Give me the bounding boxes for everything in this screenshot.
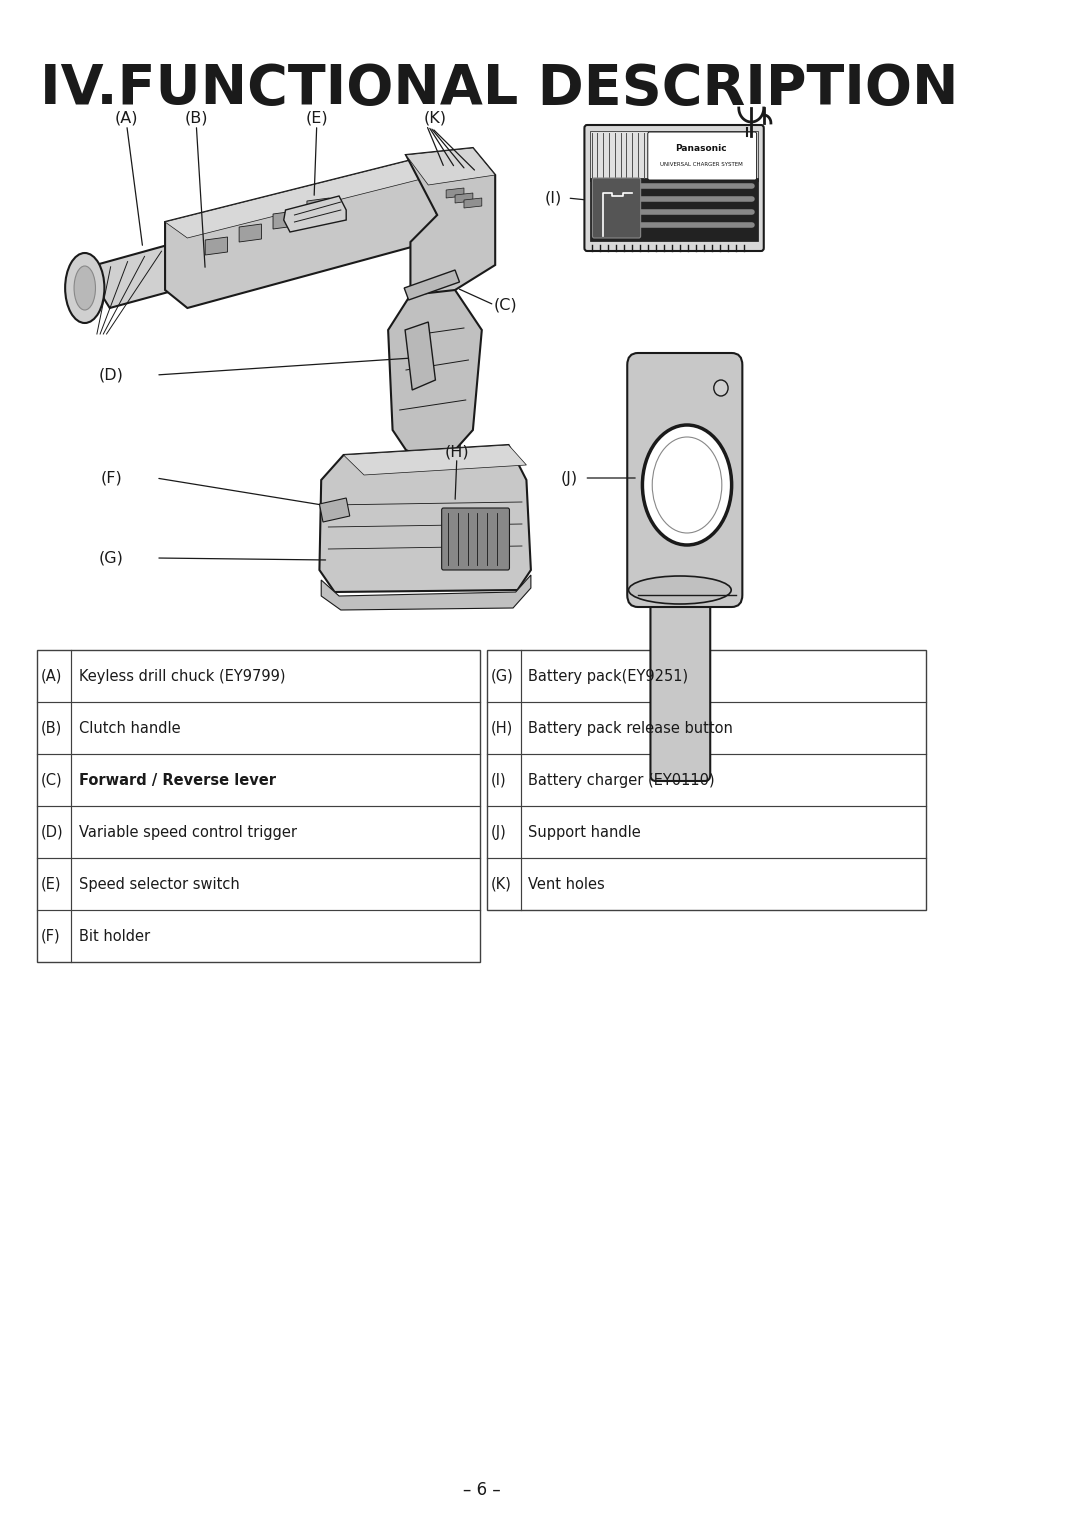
Text: (A): (A) — [114, 110, 138, 126]
Text: Speed selector switch: Speed selector switch — [79, 876, 240, 892]
Text: IV.FUNCTIONAL DESCRIPTION: IV.FUNCTIONAL DESCRIPTION — [40, 61, 959, 116]
Text: Vent holes: Vent holes — [528, 876, 605, 892]
Text: Battery pack release button: Battery pack release button — [528, 720, 733, 735]
Polygon shape — [320, 498, 350, 522]
Polygon shape — [406, 149, 496, 309]
Text: (I): (I) — [544, 190, 562, 205]
Text: Clutch handle: Clutch handle — [79, 720, 180, 735]
FancyBboxPatch shape — [584, 126, 764, 251]
Polygon shape — [165, 158, 437, 237]
Text: (C): (C) — [41, 772, 63, 787]
FancyBboxPatch shape — [442, 509, 510, 570]
Polygon shape — [464, 198, 482, 208]
Bar — [487, 650, 927, 910]
Polygon shape — [406, 149, 496, 185]
Text: Support handle: Support handle — [528, 824, 640, 840]
Text: (G): (G) — [99, 550, 124, 565]
Text: Forward / Reverse lever: Forward / Reverse lever — [79, 772, 275, 787]
Polygon shape — [307, 198, 329, 216]
Polygon shape — [404, 270, 459, 300]
Text: (C): (C) — [494, 297, 517, 313]
Polygon shape — [405, 322, 435, 391]
Polygon shape — [388, 290, 482, 460]
Polygon shape — [320, 444, 531, 591]
Ellipse shape — [75, 267, 95, 309]
Text: (A): (A) — [41, 668, 63, 683]
Text: (D): (D) — [41, 824, 64, 840]
Text: Battery charger (EY0110): Battery charger (EY0110) — [528, 772, 715, 787]
Text: (G): (G) — [490, 668, 513, 683]
Polygon shape — [84, 242, 205, 308]
Polygon shape — [343, 444, 526, 475]
Text: Panasonic: Panasonic — [675, 144, 727, 153]
FancyBboxPatch shape — [593, 178, 640, 237]
FancyBboxPatch shape — [627, 352, 742, 607]
FancyBboxPatch shape — [648, 132, 757, 179]
Text: Bit holder: Bit holder — [79, 928, 150, 944]
FancyBboxPatch shape — [590, 178, 758, 241]
Text: (B): (B) — [41, 720, 63, 735]
Polygon shape — [239, 224, 261, 242]
Polygon shape — [321, 574, 531, 610]
Ellipse shape — [643, 424, 731, 545]
Polygon shape — [165, 158, 437, 308]
Text: (H): (H) — [445, 444, 469, 460]
Text: (K): (K) — [490, 876, 512, 892]
Text: Battery pack(EY9251): Battery pack(EY9251) — [528, 668, 688, 683]
Text: (B): (B) — [185, 110, 208, 126]
Ellipse shape — [65, 253, 105, 323]
Polygon shape — [446, 188, 464, 198]
Text: (D): (D) — [99, 368, 124, 383]
Polygon shape — [273, 211, 295, 228]
Text: (J): (J) — [490, 824, 507, 840]
Text: Variable speed control trigger: Variable speed control trigger — [79, 824, 297, 840]
Text: (E): (E) — [306, 110, 328, 126]
Text: (F): (F) — [41, 928, 60, 944]
FancyBboxPatch shape — [650, 584, 711, 781]
Polygon shape — [284, 196, 347, 231]
Ellipse shape — [629, 576, 731, 604]
Text: (H): (H) — [490, 720, 513, 735]
Text: Keyless drill chuck (EY9799): Keyless drill chuck (EY9799) — [79, 668, 285, 683]
Text: (I): (I) — [490, 772, 507, 787]
Text: (F): (F) — [100, 470, 122, 486]
Ellipse shape — [714, 380, 728, 395]
Text: (J): (J) — [561, 470, 578, 486]
Text: UNIVERSAL CHARGER SYSTEM: UNIVERSAL CHARGER SYSTEM — [660, 161, 743, 167]
Text: (E): (E) — [41, 876, 62, 892]
Ellipse shape — [652, 437, 721, 533]
Text: (K): (K) — [424, 110, 447, 126]
FancyBboxPatch shape — [590, 132, 758, 181]
Text: – 6 –: – 6 – — [463, 1481, 501, 1498]
Polygon shape — [205, 237, 228, 254]
Bar — [38, 650, 480, 962]
Polygon shape — [455, 193, 473, 204]
